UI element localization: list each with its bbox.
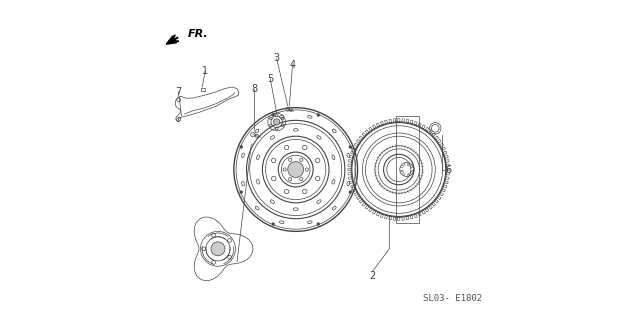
Circle shape — [240, 191, 242, 193]
Text: 2: 2 — [370, 271, 376, 281]
Circle shape — [349, 146, 351, 148]
Text: 7: 7 — [175, 87, 181, 97]
Circle shape — [240, 146, 242, 148]
Text: 6: 6 — [445, 164, 451, 174]
Circle shape — [272, 114, 274, 116]
Circle shape — [288, 162, 304, 178]
Circle shape — [317, 114, 320, 116]
Circle shape — [349, 191, 351, 193]
Polygon shape — [166, 36, 176, 44]
Circle shape — [211, 242, 225, 256]
Text: 4: 4 — [289, 60, 296, 70]
Text: 3: 3 — [273, 53, 280, 63]
Text: 1: 1 — [202, 66, 208, 76]
Circle shape — [273, 119, 280, 125]
Text: 8: 8 — [251, 84, 258, 94]
Text: FR.: FR. — [188, 29, 208, 39]
Circle shape — [272, 223, 274, 225]
Text: 5: 5 — [267, 74, 273, 84]
Text: SL03- E1802: SL03- E1802 — [423, 294, 482, 303]
Circle shape — [317, 223, 320, 225]
